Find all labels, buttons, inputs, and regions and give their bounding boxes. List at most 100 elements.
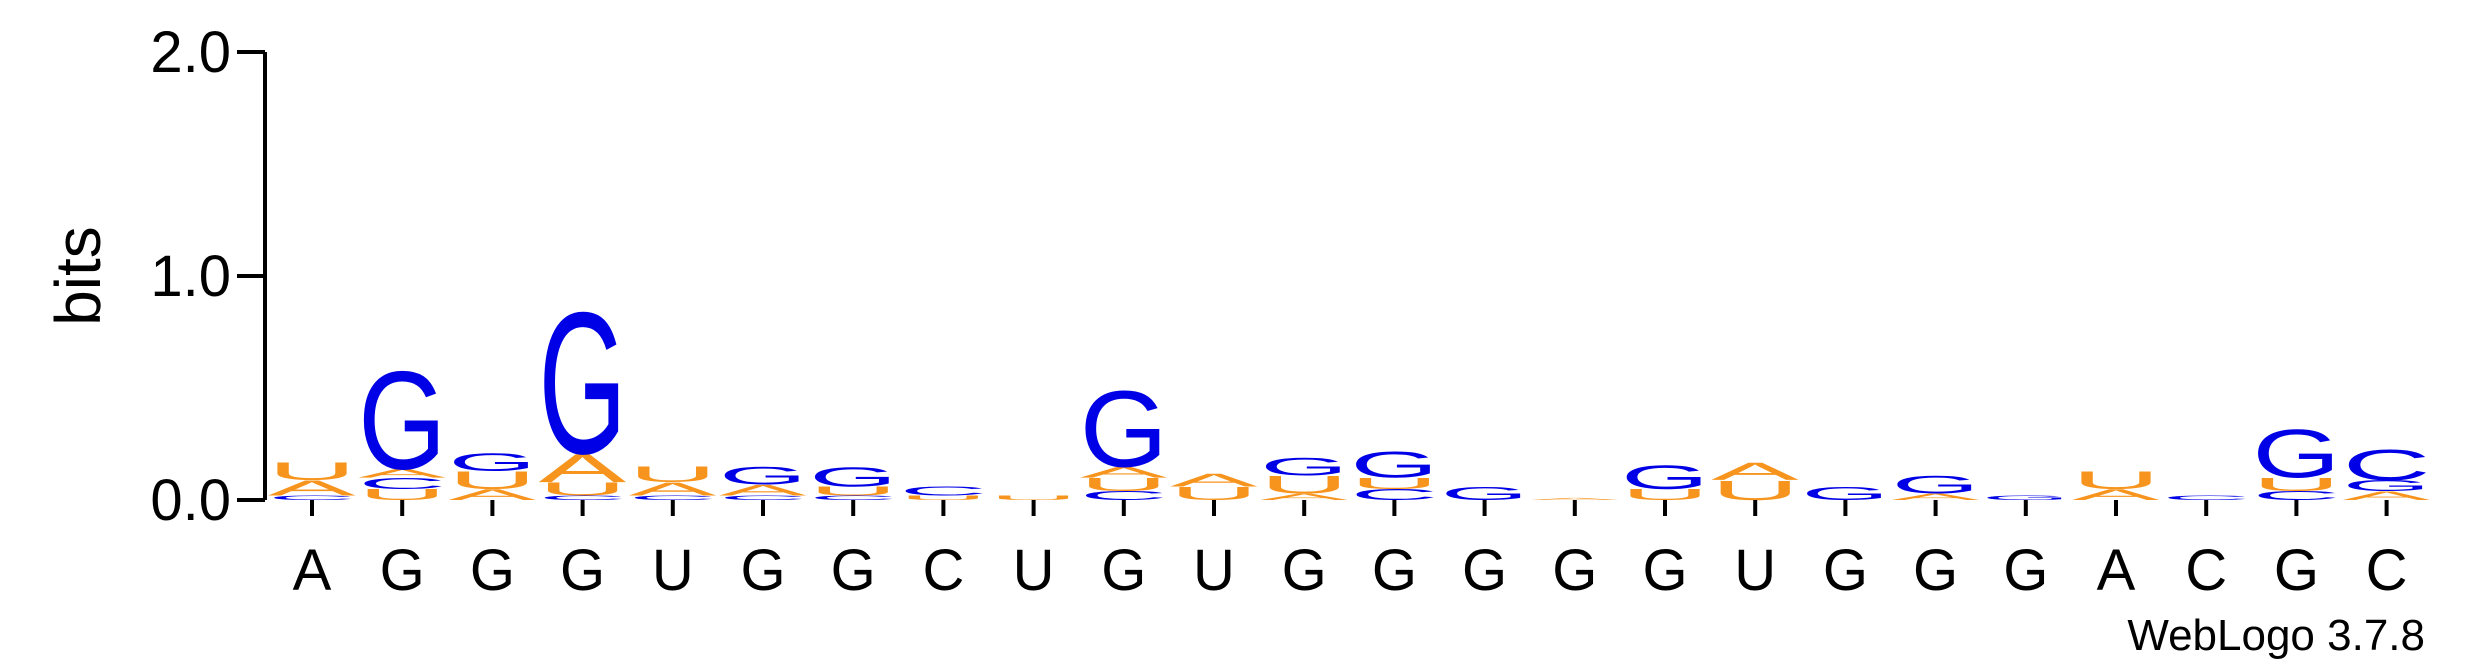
logo-glyph-a: A [629,479,717,500]
logo-glyph-letter: C [358,475,446,492]
logo-glyph-c: C [2162,494,2250,501]
logo-glyph-letter: C [1080,489,1168,503]
logo-glyph-c: C [629,494,717,501]
sequence-position-label: U [1013,538,1055,603]
sequence-position-label: G [1913,538,1958,603]
logo-glyph-u: U [268,457,356,485]
logo-glyph-letter: G [1982,494,2070,501]
sequence-position-label: G [560,538,605,603]
logo-glyph-letter: A [358,466,447,480]
logo-glyph-c: C [2343,441,2431,490]
logo-glyph-letter: C [809,494,897,501]
logo-glyph-a: A [1080,463,1168,480]
logo-glyph-a: A [1170,470,1258,491]
logo-glyph-letter: G [1621,458,1709,496]
logo-glyph-letter: U [358,486,446,503]
logo-glyph-g: G [1441,483,1529,504]
logo-glyph-u: U [1260,471,1348,499]
sequence-position-label: G [2274,538,2319,603]
logo-glyph-letter: U [2072,466,2160,494]
sequence-position-label: G [380,538,425,603]
logo-glyph-letter: G [448,449,536,477]
y-tick-label: 2.0 [150,20,231,85]
logo-glyph-c: C [268,494,356,501]
logo-glyph-letter: U [1260,471,1348,499]
y-axis-label: bits [42,226,114,326]
logo-glyph-g: G [809,461,897,492]
logo-glyph-letter: U [1621,486,1709,503]
logo-glyph-letter: U [268,457,356,485]
logo-glyph-letter: U [1080,474,1168,495]
logo-glyph-letter: A [448,486,536,503]
logo-glyph-a: A [448,486,536,503]
logo-glyph-letter: C [899,484,987,498]
logo-glyph-letter: U [448,466,536,494]
sequence-position-label: G [1823,538,1868,603]
logo-glyph-letter: G [1801,483,1889,504]
logo-glyph-letter: C [719,494,807,501]
logo-glyph-g: G [1892,471,1980,499]
logo-glyph-letter: U [990,494,1078,501]
logo-glyph-letter: C [629,494,717,501]
logo-glyph-a: A [1711,457,1799,485]
logo-glyph-u: U [539,479,627,500]
logo-glyph-letter: G [1350,444,1438,486]
logo-glyph-u: U [1621,486,1709,503]
logo-glyph-g: G [448,449,536,477]
logo-glyph-letter: C [268,494,356,501]
logo-glyph-letter: A [1531,497,1619,500]
logo-glyph-letter: A [1711,457,1799,485]
logo-glyph-g: G [358,342,446,498]
logo-glyph-a: A [719,481,807,498]
sequence-position-label: G [831,538,876,603]
sequence-position-label: G [1552,538,1597,603]
y-tick-label: 0.0 [150,468,231,533]
logo-glyph-letter: U [539,479,627,500]
sequence-position-label: G [1101,538,1146,603]
logo-glyph-g: G [2252,415,2340,492]
logo-glyph-c: C [719,494,807,501]
weblogo-credit: WebLogo 3.7.8 [2127,611,2425,660]
logo-glyph-a: A [1892,492,1980,502]
logo-glyph-a: A [2072,486,2160,503]
logo-glyph-letter: U [809,484,897,498]
logo-glyph-letter: C [2252,489,2340,503]
logo-glyph-letter: U [2252,474,2340,495]
logo-glyph-letter: C [2343,441,2431,490]
logo-glyph-letter: A [2343,489,2432,503]
logo-glyph-u: U [358,486,446,503]
logo-glyph-letter: A [1080,463,1168,480]
logo-glyph-u: U [2252,474,2340,495]
logo-glyph-g: G [1080,367,1168,490]
logo-glyph-g: G [2343,477,2431,494]
sequence-position-label: C [2366,538,2408,603]
logo-glyph-g: G [1801,483,1889,504]
logo-glyph-letter: A [1260,492,1348,502]
sequence-position-label: G [1642,538,1687,603]
sequence-position-label: C [2185,538,2227,603]
logo-glyph-letter: G [539,270,627,496]
logo-glyph-letter: A [2072,486,2160,503]
logo-glyph-c: C [899,484,987,498]
sequence-position-label: A [293,538,332,603]
y-ticks: 0.0 1.0 2.0 [150,20,265,533]
logo-glyph-letter: G [1441,483,1529,504]
logo-glyph-g: G [1982,494,2070,501]
logo-glyph-c: C [809,494,897,501]
logo-glyph-letter: G [1080,367,1168,490]
sequence-position-label: G [1282,538,1327,603]
logo-glyph-u: U [1350,475,1438,492]
logo-glyph-letter: A [539,445,627,490]
logo-glyph-letter: A [1892,492,1980,502]
logo-glyph-u: U [2072,466,2160,494]
logo-glyph-u: U [629,462,717,486]
logo-glyph-c: C [2252,489,2340,503]
logo-glyph-letter: G [1260,453,1348,481]
logo-glyph-a: A [1260,492,1348,502]
sequence-position-label: G [2003,538,2048,603]
logo-glyph-letter: U [899,494,987,501]
logo-glyph-u: U [990,494,1078,501]
logo-glyph-u: U [1080,474,1168,495]
